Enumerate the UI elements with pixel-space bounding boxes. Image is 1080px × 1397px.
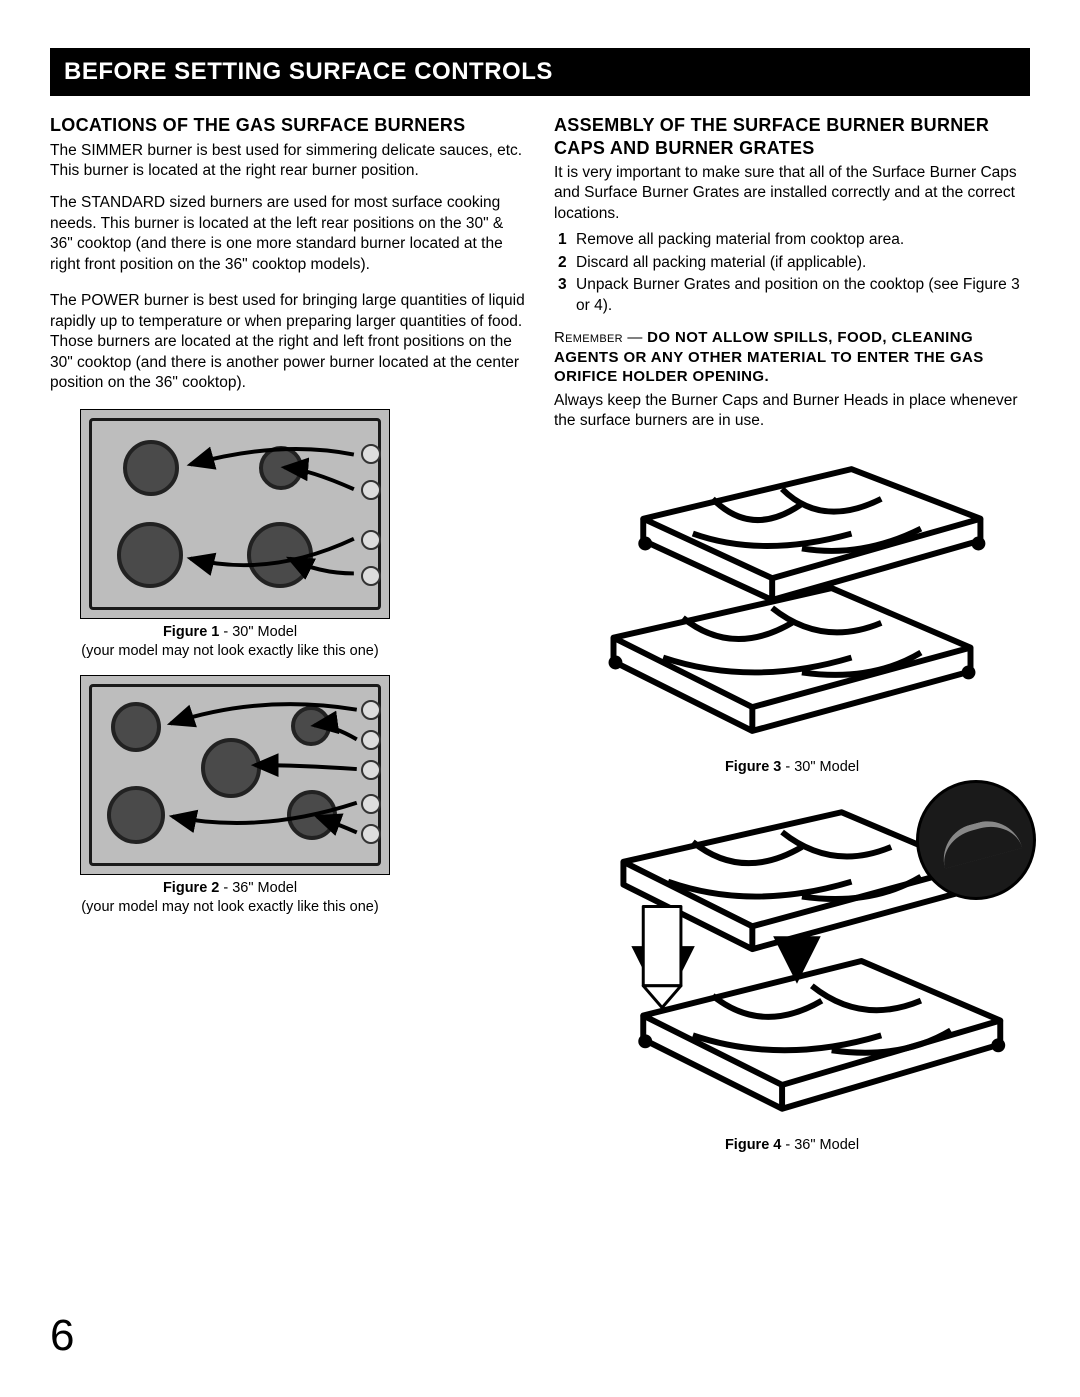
figure-2-caption: Figure 2 - 36" Model (your model may not…	[50, 879, 410, 917]
section-title: BEFORE SETTING SURFACE CONTROLS	[64, 58, 1016, 86]
figure-3-label: Figure 3	[725, 759, 781, 775]
step-text: Discard all packing material (if applica…	[576, 253, 866, 273]
warning-block: Remember — DO NOT ALLOW SPILLS, FOOD, CL…	[554, 328, 1030, 387]
figure-3-caption: Figure 3 - 30" Model	[554, 758, 1030, 777]
figure-2-cooktop-36in	[80, 675, 390, 875]
step-num: 3	[558, 275, 576, 316]
left-p3: The POWER burner is best used for bringi…	[50, 291, 526, 393]
step-row: 3 Unpack Burner Grates and position on t…	[554, 275, 1030, 316]
step-text: Unpack Burner Grates and position on the…	[576, 275, 1030, 316]
warn-lead: Remember —	[554, 329, 647, 346]
figure-4-label: Figure 4	[725, 1137, 781, 1153]
left-p2: The STANDARD sized burners are used for …	[50, 193, 526, 275]
figure-4-caption: Figure 4 - 36" Model	[554, 1136, 1030, 1155]
figure-3-text: - 30" Model	[781, 759, 859, 775]
figure-4-text: - 36" Model	[781, 1137, 859, 1153]
right-heading: ASSEMBLY OF THE SURFACE BURNER BURNER CA…	[554, 114, 1030, 159]
step-num: 1	[558, 230, 576, 250]
figure-2-label: Figure 2	[163, 880, 219, 896]
step-text: Remove all packing material from cooktop…	[576, 230, 904, 250]
figure-1-label: Figure 1	[163, 624, 219, 640]
figure-3-grates-30in	[554, 448, 1030, 758]
figure-4-detail-inset	[916, 780, 1036, 900]
page-number: 6	[50, 1311, 74, 1361]
figure-4-grates-36in	[554, 786, 1030, 1136]
content-columns: LOCATIONS OF THE GAS SURFACE BURNERS The…	[50, 114, 1030, 1165]
right-intro: It is very important to make sure that a…	[554, 163, 1030, 224]
step-num: 2	[558, 253, 576, 273]
figure-1-caption: Figure 1 - 30" Model (your model may not…	[50, 623, 410, 661]
figure-2-text: - 36" Model	[219, 880, 297, 896]
figure-1-cooktop-30in	[80, 409, 390, 619]
figure-2-sub: (your model may not look exactly like th…	[81, 899, 378, 915]
left-p1: The SIMMER burner is best used for simme…	[50, 141, 526, 182]
warn-after: Always keep the Burner Caps and Burner H…	[554, 391, 1030, 432]
step-row: 2 Discard all packing material (if appli…	[554, 253, 1030, 273]
figure-1-text: - 30" Model	[219, 624, 297, 640]
right-column: ASSEMBLY OF THE SURFACE BURNER BURNER CA…	[554, 114, 1030, 1165]
section-header: BEFORE SETTING SURFACE CONTROLS	[50, 48, 1030, 96]
step-row: 1 Remove all packing material from cookt…	[554, 230, 1030, 250]
left-heading: LOCATIONS OF THE GAS SURFACE BURNERS	[50, 114, 526, 137]
figure-1-sub: (your model may not look exactly like th…	[81, 643, 378, 659]
left-column: LOCATIONS OF THE GAS SURFACE BURNERS The…	[50, 114, 526, 1165]
